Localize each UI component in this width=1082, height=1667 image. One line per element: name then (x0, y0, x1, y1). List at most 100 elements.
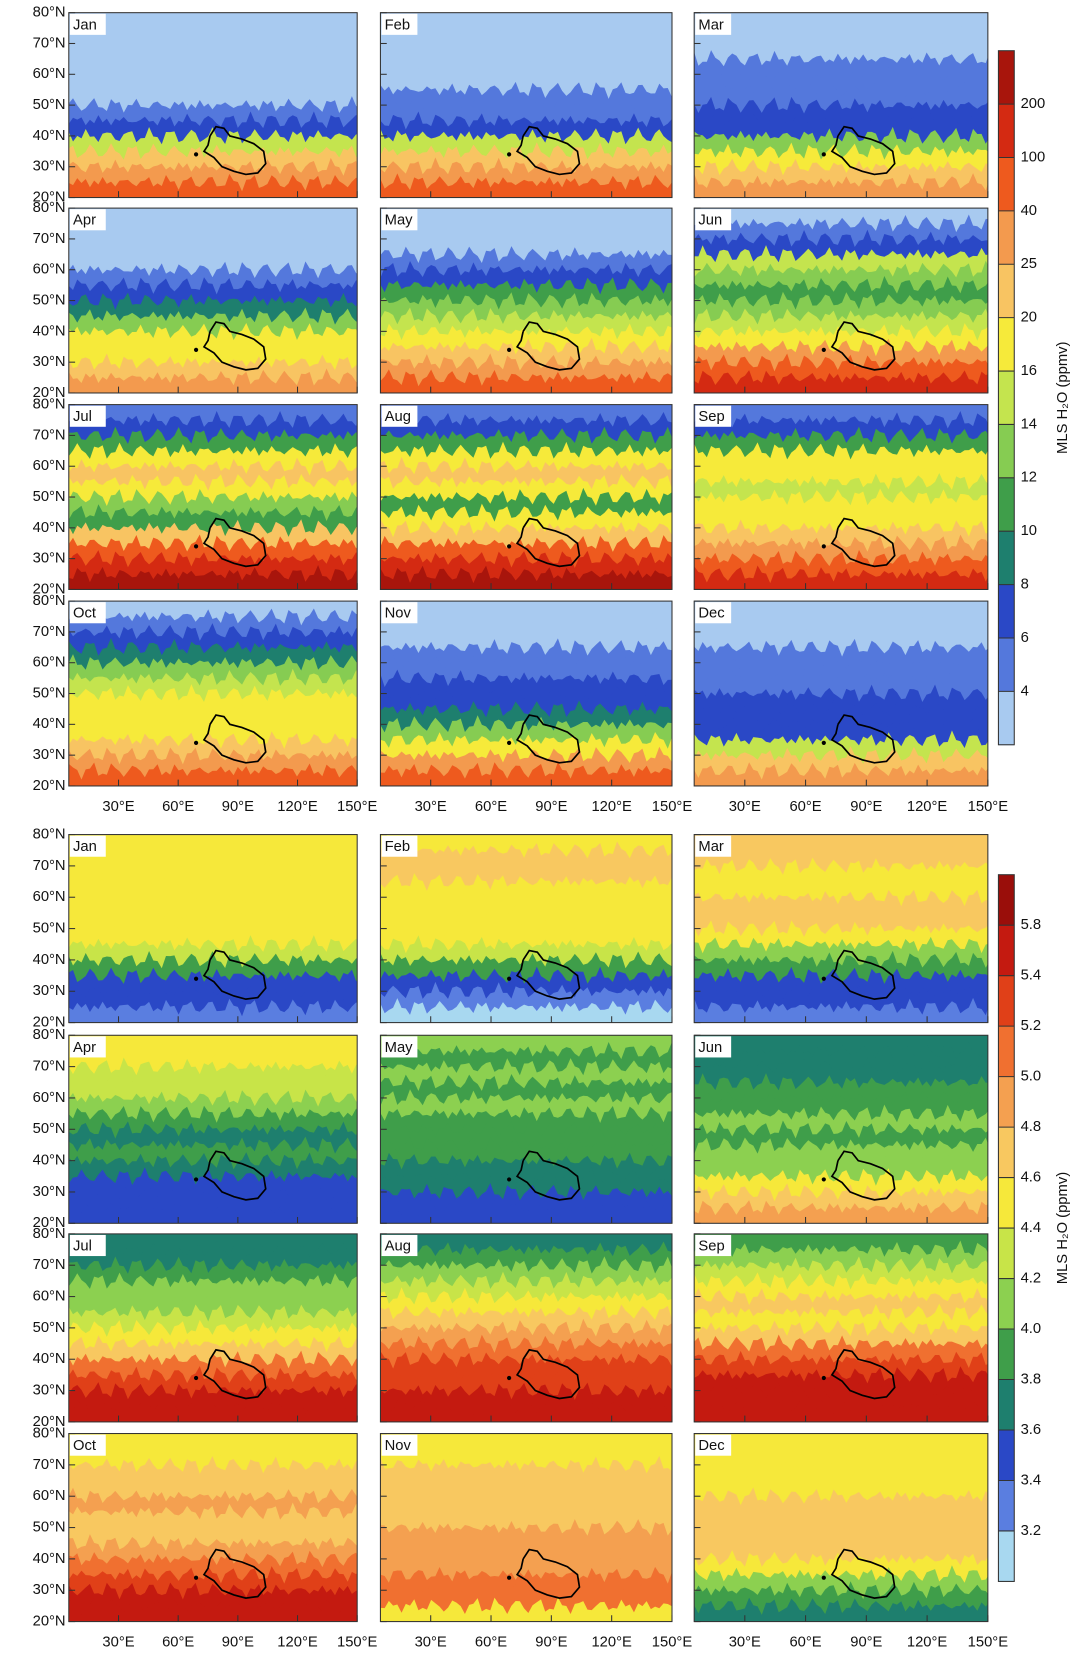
field-band (694, 997, 988, 1023)
month-box (381, 13, 418, 35)
y-tick-label: 50°N (33, 489, 66, 505)
colorbar-bin (998, 317, 1015, 372)
colorbar-bin (998, 691, 1015, 746)
x-tick-label: 120°E (907, 799, 948, 815)
plateau-outline (202, 1348, 267, 1400)
x-tick-label: 120°E (277, 1635, 318, 1651)
month-label: Aug (385, 409, 411, 425)
month-label: Jan (73, 17, 97, 33)
colorbar-bin (998, 477, 1015, 532)
colorbar-tick-label: 200 (1021, 96, 1046, 112)
plateau-dot (507, 976, 512, 981)
month-label: Mar (698, 839, 724, 855)
plateau-outline (830, 1548, 896, 1599)
plateau-dot (507, 152, 512, 157)
colorbar-tick-label: 5.4 (1021, 968, 1042, 984)
y-tick-label: 30°N (33, 1582, 66, 1598)
colorbar-tick-label: 10 (1021, 523, 1037, 539)
month-box (69, 1036, 106, 1058)
plateau-dot (821, 976, 826, 981)
y-tick-label: 30°N (33, 983, 66, 999)
month-box (695, 405, 732, 427)
colorbar-tick-label: 25 (1021, 256, 1037, 272)
month-label: Nov (385, 606, 412, 622)
y-tick-label: 60°N (33, 1288, 66, 1304)
panel (694, 601, 988, 786)
month-box (381, 209, 418, 231)
plateau-outline (830, 517, 896, 568)
x-tick-label: 90°E (535, 799, 567, 815)
panel (380, 208, 672, 393)
y-tick-label: 20°N (33, 189, 66, 205)
colorbar-bin (998, 1177, 1015, 1229)
x-tick-label: 60°E (789, 799, 821, 815)
colorbar-label: MLS H₂O (ppmv) (1055, 1172, 1071, 1284)
y-tick-label: 50°N (33, 1121, 66, 1137)
plateau-dot (507, 544, 512, 549)
colorbar-tick-label: 5.0 (1021, 1069, 1042, 1085)
panel (68, 1233, 358, 1422)
plateau-dot (821, 740, 826, 745)
field-band (694, 1597, 988, 1622)
panel (68, 1433, 358, 1622)
y-tick-label: 40°N (33, 1153, 66, 1169)
x-tick-label: 90°E (222, 799, 254, 815)
month-label: Oct (73, 1438, 96, 1454)
x-tick-label: 150°E (968, 799, 1009, 815)
y-tick-label: 40°N (33, 952, 66, 968)
month-box (69, 1234, 106, 1257)
field-band (68, 368, 358, 393)
plateau-outline (515, 125, 581, 176)
colorbar-bin (998, 1480, 1015, 1532)
x-tick-label: 120°E (277, 799, 318, 815)
colorbar-tick-label: 8 (1021, 577, 1029, 593)
colorbar-bin (998, 371, 1015, 425)
plateau-dot (507, 1177, 512, 1182)
plateau-outline (515, 1348, 581, 1400)
y-tick-label: 40°N (33, 1351, 66, 1367)
plateau-dot (193, 544, 199, 549)
x-tick-label: 30°E (729, 799, 761, 815)
y-tick-label: 80°N (33, 826, 66, 842)
field-band (380, 369, 672, 393)
colorbar-tick-label: 3.4 (1021, 1472, 1042, 1488)
plateau-outline (202, 1150, 267, 1201)
y-tick-label: 30°N (33, 159, 66, 175)
y-tick-label: 50°N (33, 1320, 66, 1336)
y-tick-label: 40°N (33, 1551, 66, 1567)
plateau-dot (507, 1375, 512, 1381)
y-tick-label: 60°N (33, 262, 66, 278)
panel (68, 12, 358, 198)
month-label: May (385, 1040, 414, 1056)
y-tick-label: 40°N (33, 716, 66, 732)
y-tick-label: 30°N (33, 1184, 66, 1200)
y-tick-label: 20°N (33, 1015, 66, 1031)
month-label: May (385, 213, 414, 229)
y-tick-label: 60°N (33, 655, 66, 671)
panel (380, 12, 672, 198)
colorbar-bin (998, 1076, 1015, 1128)
plateau-dot (193, 152, 199, 157)
month-label: Jun (698, 213, 722, 229)
y-tick-label: 20°N (33, 581, 66, 597)
y-tick-label: 80°N (33, 1425, 66, 1441)
panel (68, 834, 358, 1023)
x-tick-label: 60°E (475, 1635, 507, 1651)
colorbar-bin (998, 1329, 1015, 1381)
y-tick-label: 70°N (33, 35, 66, 51)
month-box (695, 209, 732, 231)
month-box (381, 1434, 418, 1456)
plateau-dot (821, 152, 826, 157)
plateau-dot (821, 347, 826, 352)
x-tick-label: 120°E (907, 1635, 948, 1651)
x-tick-label: 60°E (162, 1635, 194, 1651)
plateau-dot (193, 1375, 199, 1381)
plateau-outline (202, 949, 267, 1001)
colorbar-tick-label: 12 (1021, 470, 1037, 486)
panel (694, 208, 988, 393)
x-tick-label: 30°E (102, 799, 134, 815)
month-label: Sep (698, 1238, 724, 1254)
y-tick-label: 70°N (33, 858, 66, 874)
panel (68, 601, 358, 786)
